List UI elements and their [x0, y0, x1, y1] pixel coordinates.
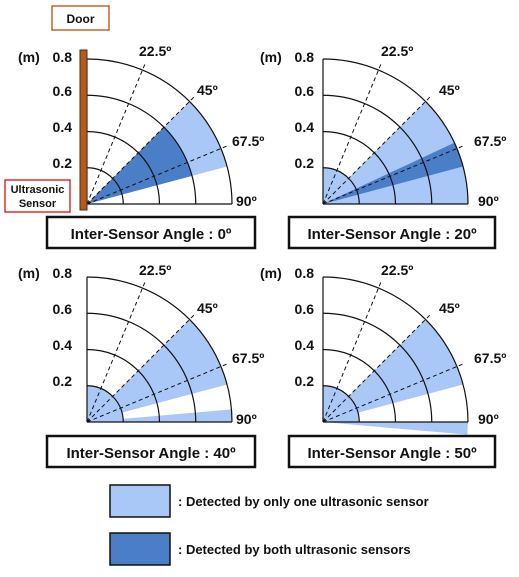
y-tick-0.4: 0.4: [53, 119, 73, 135]
angle-label-45: 45º: [197, 300, 218, 316]
range-arc: [86, 58, 233, 205]
y-tick-0.6: 0.6: [295, 301, 315, 317]
y-tick-0.4: 0.4: [53, 337, 73, 353]
angle-label-90: 90º: [478, 193, 499, 209]
y-tick-0.4: 0.4: [295, 337, 315, 353]
range-arc: [86, 276, 233, 423]
angle-spoke: [86, 313, 196, 423]
panel-angle-0: (m) 0.8 0.6 0.4 0.2 22.5º 45º 67.5º 90º …: [18, 43, 264, 250]
single-coverage-region: [87, 319, 228, 422]
panel-caption: Inter-Sensor Angle : 50º: [307, 445, 477, 462]
coverage-regions: [87, 101, 228, 204]
unit-label: (m): [18, 265, 40, 281]
y-tick-0.2: 0.2: [295, 373, 315, 389]
angle-label-22.5: 22.5º: [139, 43, 171, 59]
y-tick-0.8: 0.8: [53, 265, 73, 281]
single-coverage-region: [323, 422, 468, 435]
y-tick-0.2: 0.2: [53, 373, 73, 389]
caption-box: [287, 215, 497, 250]
overlap-coverage-region: [87, 127, 193, 204]
angle-label-67.5: 67.5º: [474, 350, 506, 366]
range-grid: [86, 276, 233, 423]
panel-caption: Inter-Sensor Angle : 20º: [307, 226, 477, 243]
unit-label: (m): [260, 49, 282, 65]
y-tick-0.6: 0.6: [53, 301, 73, 317]
sensor-label-line2: Sensor: [19, 198, 57, 210]
angle-label-22.5: 22.5º: [381, 43, 413, 59]
door-label: Door: [67, 12, 95, 26]
angle-spoke: [322, 362, 465, 423]
y-tick-0.4: 0.4: [295, 119, 315, 135]
panel-caption: Inter-Sensor Angle : 40º: [66, 445, 236, 462]
y-tick-0.6: 0.6: [53, 83, 73, 99]
range-grid: [322, 58, 469, 205]
angle-spoke: [322, 280, 383, 423]
caption-box: [287, 434, 497, 469]
angle-label-45: 45º: [439, 82, 460, 98]
overlap-coverage-region: [323, 142, 464, 204]
y-tick-0.6: 0.6: [295, 83, 315, 99]
panel-angle-20: (m) 0.8 0.6 0.4 0.2 22.5º 45º 67.5º 90º …: [260, 43, 506, 250]
angle-label-90: 90º: [236, 411, 257, 427]
single-coverage-region: [323, 101, 468, 204]
legend-label-single: : Detected by only one ultrasonic sensor: [178, 494, 429, 509]
y-tick-0.8: 0.8: [295, 265, 315, 281]
angle-label-22.5: 22.5º: [381, 262, 413, 278]
angle-label-45: 45º: [197, 82, 218, 98]
legend-swatch-single: [109, 484, 171, 518]
panel-angle-40: (m) 0.8 0.6 0.4 0.2 22.5º 45º 67.5º 90º …: [18, 262, 264, 469]
angle-spoke: [322, 144, 465, 205]
angle-label-90: 90º: [478, 411, 499, 427]
angle-spoke: [86, 280, 147, 423]
angle-label-67.5: 67.5º: [232, 133, 264, 149]
sensor-label-box: [4, 179, 71, 213]
single-coverage-region: [323, 319, 464, 422]
angle-spoke: [86, 144, 229, 205]
caption-box: [45, 215, 257, 250]
angle-spoke: [322, 313, 432, 423]
angle-label-22.5: 22.5º: [139, 262, 171, 278]
range-grid: [86, 58, 233, 205]
y-tick-0.2: 0.2: [53, 155, 73, 171]
coverage-regions: [323, 319, 468, 435]
y-tick-0.2: 0.2: [295, 155, 315, 171]
door-bar: [79, 49, 88, 211]
legend: : Detected by only one ultrasonic sensor…: [109, 484, 429, 566]
caption-box: [45, 434, 257, 469]
angle-label-45: 45º: [439, 300, 460, 316]
y-tick-0.8: 0.8: [295, 49, 315, 65]
angle-spoke: [86, 62, 147, 205]
coverage-regions: [323, 101, 468, 204]
door-label-box: [51, 5, 110, 31]
panel-angle-50: (m) 0.8 0.6 0.4 0.2 22.5º 45º 67.5º 90º …: [260, 262, 506, 469]
range-grid: [322, 276, 469, 423]
unit-label: (m): [18, 49, 40, 65]
angle-spoke: [322, 95, 432, 205]
panel-caption: Inter-Sensor Angle : 0º: [71, 226, 232, 243]
single-coverage-region: [87, 385, 124, 422]
unit-label: (m): [260, 265, 282, 281]
single-coverage-region: [323, 385, 360, 422]
angle-spoke: [86, 362, 229, 423]
range-arc: [322, 58, 469, 205]
y-tick-0.8: 0.8: [53, 49, 73, 65]
range-arc: [322, 276, 469, 423]
angle-label-67.5: 67.5º: [232, 350, 264, 366]
angle-spoke: [322, 62, 383, 205]
angle-label-90: 90º: [236, 193, 257, 209]
legend-swatch-both: [109, 532, 171, 566]
legend-label-both: : Detected by both ultrasonic sensors: [178, 542, 411, 557]
sensor-label-line1: Ultrasonic: [11, 184, 65, 196]
angle-label-67.5: 67.5º: [474, 133, 506, 149]
angle-spoke: [86, 95, 196, 205]
